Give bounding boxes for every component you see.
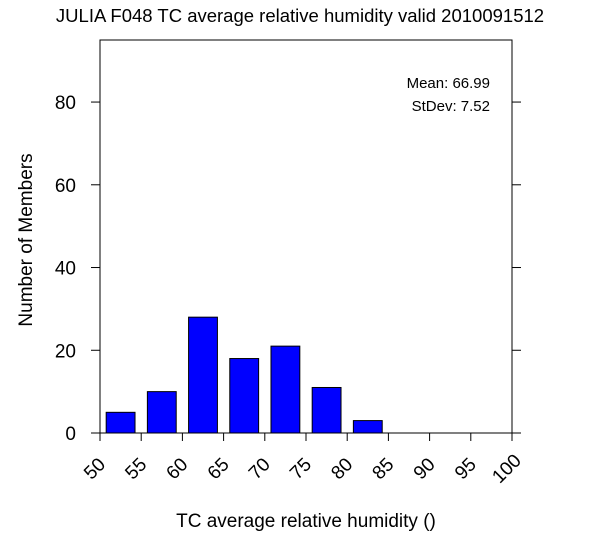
chart-title: JULIA F048 TC average relative humidity … — [56, 5, 544, 26]
x-tick-label-2: 60 — [163, 454, 193, 484]
y-axis-label: Number of Members — [16, 153, 37, 326]
histogram-bar-0 — [105, 411, 136, 434]
histogram-bar-2 — [188, 316, 218, 434]
y-tick-label-3: 60 — [55, 176, 76, 197]
y-tick-label-2: 40 — [55, 259, 76, 280]
y-tick-label-0: 0 — [65, 424, 76, 445]
mean-label: Mean: 66.99 — [407, 75, 490, 92]
bars-group — [105, 316, 383, 434]
x-tick-label-4: 70 — [245, 454, 275, 484]
histogram-bar-3 — [229, 358, 260, 434]
x-tick-label-7: 85 — [369, 454, 399, 484]
x-tick-label-6: 80 — [327, 454, 357, 484]
x-tick-label-0: 50 — [80, 454, 110, 484]
x-tick-label-1: 55 — [121, 454, 151, 484]
x-tick-label-10: 100 — [488, 450, 525, 487]
stdev-label: StDev: 7.52 — [412, 98, 490, 115]
histogram-bar-4 — [270, 345, 301, 434]
x-tick-label-3: 65 — [204, 454, 234, 484]
x-axis: 50 55 60 65 70 75 80 85 90 95 100 — [80, 433, 526, 488]
histogram-bar-6 — [352, 420, 383, 434]
x-tick-label-5: 75 — [286, 454, 316, 484]
x-tick-label-9: 95 — [451, 454, 481, 484]
y-tick-label-1: 20 — [55, 341, 76, 362]
x-axis-label: TC average relative humidity () — [176, 511, 436, 532]
x-tick-label-8: 90 — [410, 454, 440, 484]
y-axis: 0 20 40 60 80 — [55, 93, 521, 445]
histogram-bar-5 — [311, 386, 342, 434]
y-tick-label-4: 80 — [55, 93, 76, 114]
histogram-bar-1 — [146, 391, 177, 434]
